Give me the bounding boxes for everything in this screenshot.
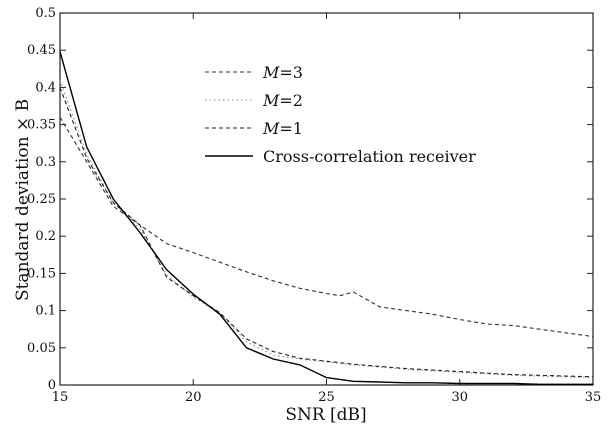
legend-label-1: M=2: [262, 91, 303, 110]
y-tick-label: 0.35: [27, 118, 56, 133]
y-axis: 0 0.05 0.1 0.15 0.2 0.25 0.3 0.35 0.4 0.45 0.5: [27, 6, 593, 393]
x-tick-label: 15: [52, 390, 69, 405]
y-tick-label: 0.5: [35, 6, 56, 21]
y-tick-label: 0.15: [27, 266, 56, 281]
x-tick-label: 25: [318, 390, 335, 405]
series-layer: [59, 51, 594, 385]
legend-label-3: Cross-correlation receiver: [263, 147, 476, 166]
y-tick-label: 0.1: [35, 304, 56, 319]
series-line-3: [59, 51, 593, 385]
legend-label-0: M=3: [262, 63, 303, 82]
y-tick-label: 0.25: [27, 192, 56, 207]
legend-label-2: M=1: [262, 119, 303, 138]
x-tick-label: 20: [185, 390, 202, 405]
legend: M=3 M=2 M=1 Cross-correlation receiver: [205, 63, 476, 166]
y-tick-label: 0.05: [27, 341, 56, 356]
plot-frame: [59, 12, 594, 386]
y-axis-title: Standard deviation × B: [13, 99, 33, 301]
x-axis-title: SNR [dB]: [285, 405, 366, 425]
x-axis: 15 20 25 30 35: [52, 13, 602, 405]
y-tick-label: 0.45: [27, 43, 56, 58]
x-tick-label: 30: [451, 390, 468, 405]
series-line-2: [59, 87, 594, 378]
y-tick-label: 0.2: [35, 229, 56, 244]
series-line-0: [59, 116, 594, 338]
x-tick-label: 35: [585, 390, 602, 405]
y-tick-label: 0.3: [35, 155, 56, 170]
y-tick-label: 0.4: [35, 80, 56, 95]
series-line-1: [59, 79, 594, 379]
y-tick-label: 0: [48, 378, 56, 393]
